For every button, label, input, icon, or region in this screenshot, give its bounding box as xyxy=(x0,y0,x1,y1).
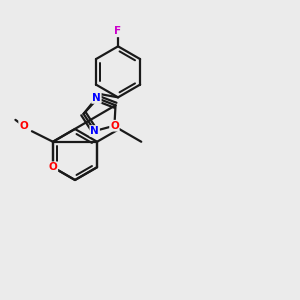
Text: O: O xyxy=(49,162,57,172)
Text: F: F xyxy=(115,26,122,36)
Text: O: O xyxy=(110,121,119,131)
Text: O: O xyxy=(19,121,28,131)
Text: N: N xyxy=(92,93,101,103)
Text: N: N xyxy=(90,126,99,136)
